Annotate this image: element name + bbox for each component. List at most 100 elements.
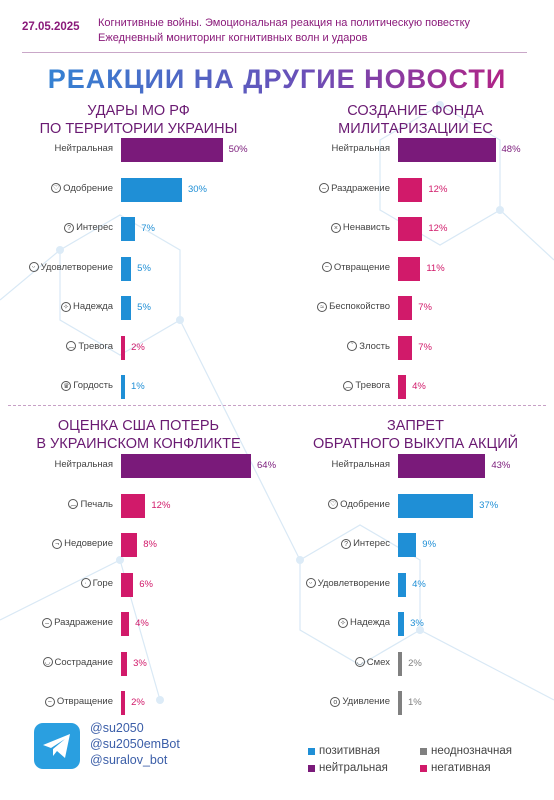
hope-hands-icon: ✧ [60,301,71,312]
value-label: 7% [141,223,155,234]
bar [398,454,486,478]
bar-row: ~ Отвращение 11% [277,256,554,281]
category-text: Нейтральная [54,459,113,470]
category-text: Раздражение [54,617,113,628]
category-text: Интерес [76,222,113,233]
legend-swatch [420,764,427,772]
bar-row: ᵕ Удовлетворение 5% [0,256,277,281]
category-text: Надежда [349,617,390,628]
main-title: РЕАКЦИИ НА ДРУГИЕ НОВОСТИ [0,64,554,95]
sad-face-icon: ︵ [68,499,79,509]
category-text: Смех [366,656,390,668]
bar-row: ◡ Смех 2% [277,651,554,676]
laugh-face-icon: ◡ [354,657,365,667]
bar-row: Нейтральная 64% [0,454,277,478]
category-label: – Раздражение [42,617,113,628]
angry-face-icon: ˇ [347,341,358,351]
value-label: 12% [151,499,171,511]
bar [398,572,407,597]
legend-swatch [308,764,315,772]
legend-swatch [308,747,315,755]
value-label: 4% [412,381,426,392]
value-label: 5% [137,302,151,313]
value-label: 1% [408,697,422,708]
category-text: Ненависть [342,222,390,233]
channel-handle[interactable]: @suralov_bot [90,753,168,767]
bar [121,454,251,478]
category-label: ︵ Тревога [66,341,113,352]
value-label: 3% [133,657,147,669]
header: 27.05.2025 Когнитивные войны. Эмоциональ… [0,0,554,54]
category-text: Злость [359,340,390,352]
section-divider [8,405,546,406]
category-label: ♡ Одобрение [51,183,113,194]
value-label: 30% [187,183,207,195]
bar-row: ? Интерес 9% [277,533,554,557]
bar [398,138,496,162]
bar-row: ︵ Тревога 4% [277,375,554,399]
category-text: Отвращение [56,696,113,707]
bar [398,691,402,715]
category-text: Беспокойство [329,301,390,312]
worried-face-icon: ︵ [343,380,354,391]
bar [398,296,413,320]
value-label: 8% [143,539,157,550]
category-text: Удовлетворение [40,261,113,273]
category-label: · Горе [80,578,113,589]
bar [121,572,134,597]
heart-face-icon: ♡ [328,499,339,509]
bar [398,177,423,202]
bar [398,256,421,281]
channel-handle[interactable]: @su2050emBot [90,737,180,751]
category-label: ~ Отвращение [44,696,113,707]
value-label: 2% [131,697,145,708]
header-divider [22,52,527,53]
surprised-face-icon: o [330,696,341,707]
bar [398,533,417,557]
category-label: × Ненависть [330,222,390,233]
header-description: Ежедневный мониторинг когнитивных волн и… [98,32,368,44]
value-label: 4% [412,578,426,590]
value-label: 50% [228,144,248,155]
category-label: – Раздражение [319,183,390,194]
category-label: ♛ Гордость [61,380,113,391]
bar [121,217,136,241]
bar-row: ︵ Печаль 12% [0,493,277,518]
category-text: Гордость [73,380,113,391]
bar-row: ≈ Беспокойство 7% [277,296,554,320]
bar [121,296,132,320]
category-label: Нейтральная [331,143,390,154]
bar [121,533,138,557]
bar-row: ︵ Тревога 2% [0,335,277,360]
category-label: ~ Отвращение [321,261,390,273]
category-label: ? Интерес [64,222,113,233]
category-text: Нейтральная [331,459,390,470]
value-label: 43% [491,460,511,471]
category-label: ¬ Недоверие [52,538,113,549]
legend-label: нейтральная [319,762,388,774]
category-label: ︵ Тревога [343,380,390,391]
channel-handle[interactable]: @su2050 [90,721,144,735]
bar-row: – Раздражение 4% [0,612,277,636]
disgust-face-icon: ~ [321,262,332,272]
thinking-face-icon: ? [341,538,352,549]
bar [121,651,128,676]
value-label: 1% [131,381,145,392]
category-text: Печаль [80,498,113,510]
category-text: Тревога [355,380,390,391]
bar [121,691,126,715]
category-label: ˇ Злость [347,341,390,352]
value-label: 7% [418,341,432,353]
category-label: Нейтральная [331,459,390,470]
value-label: 2% [408,657,422,669]
bar-row: ◡ Сострадание 3% [0,651,277,676]
category-text: Сострадание [54,656,113,668]
trophy-icon: ♛ [61,380,72,391]
bar-row: × Ненависть 12% [277,217,554,241]
bar-row: ¬ Недоверие 8% [0,533,277,557]
bar-row: ~ Отвращение 2% [0,691,277,715]
telegram-logo-icon [34,723,80,769]
legend-label: неоднозначная [431,745,512,757]
category-label: ᵕ Удовлетворение [28,261,113,273]
category-text: Отвращение [333,261,390,273]
